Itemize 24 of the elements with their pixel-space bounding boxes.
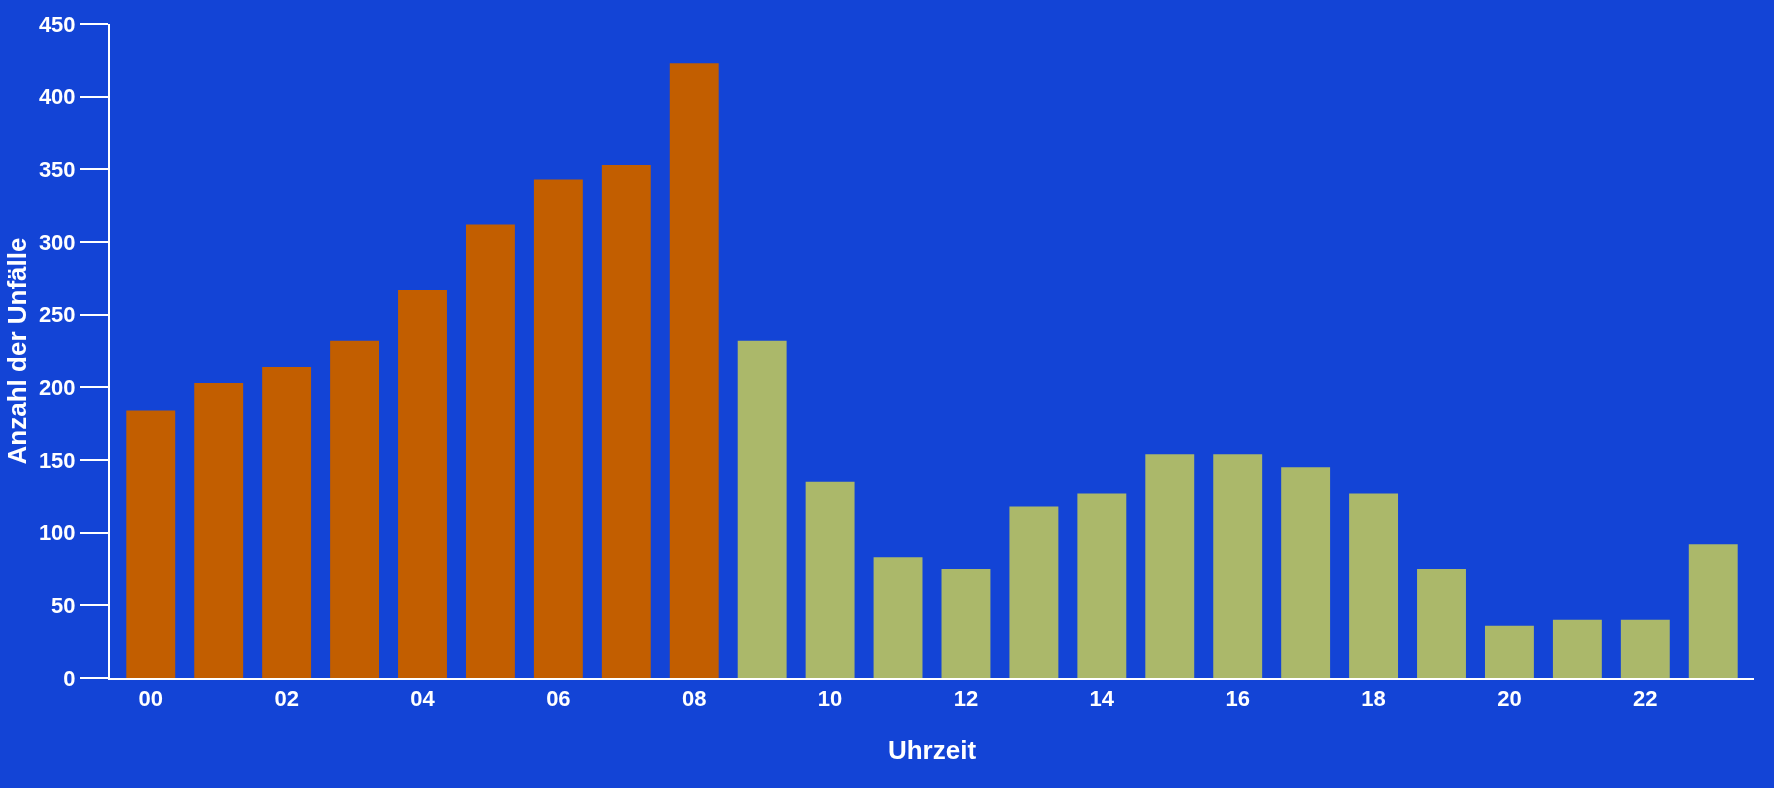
y-tick-label: 0 [63,665,76,691]
x-tick-label: 16 [1225,686,1250,712]
x-tick-label: 04 [410,686,436,712]
y-tick-label: 400 [38,84,76,110]
y-tick-label: 200 [38,375,76,401]
x-axis-title: Uhrzeit [887,734,977,765]
y-tick-label: 150 [38,447,76,473]
x-tick-label: 18 [1361,686,1386,712]
x-tick-label: 10 [817,686,843,712]
x-tick-label: 06 [546,686,571,712]
y-tick-label: 50 [51,593,76,619]
x-tick-label: 08 [681,686,707,712]
y-tick-label: 100 [38,520,76,546]
x-tick-label: 02 [274,686,299,712]
y-tick-label: 450 [38,11,76,37]
y-tick-label: 250 [38,302,76,328]
y-tick-label: 300 [38,229,76,255]
x-tick-label: 12 [953,686,979,712]
y-axis-title: Anzahl der Unfälle [1,237,32,465]
x-tick-label: 00 [138,686,163,712]
x-tick-label: 14 [1089,686,1115,712]
x-tick-label: 20 [1497,686,1522,712]
y-tick-label: 350 [38,157,76,183]
x-tick-label: 22 [1633,686,1658,712]
